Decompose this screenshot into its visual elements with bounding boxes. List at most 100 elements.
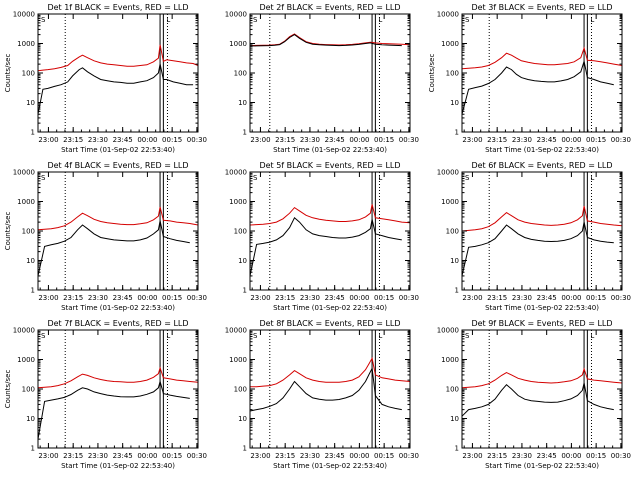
y-tick-label: 10000: [225, 169, 247, 177]
marker-label-s: S: [253, 332, 258, 340]
y-tick-label: 100: [22, 70, 35, 78]
series-line-events: [461, 382, 614, 417]
x-tick-label: 00:30: [187, 136, 207, 144]
x-tick-label: 23:30: [512, 294, 532, 302]
chart-title: Det 8f BLACK = Events, RED = LLD: [259, 319, 400, 328]
plot-frame: [37, 13, 199, 133]
x-tick-label: 00:30: [611, 452, 631, 460]
x-axis-label: Start Time (01-Sep-02 22:53:40): [273, 462, 387, 470]
x-tick-label: 23:00: [38, 294, 58, 302]
x-tick-label: 23:00: [250, 452, 270, 460]
marker-label-s: S: [41, 174, 46, 182]
y-tick-label: 10: [238, 99, 247, 107]
x-tick-label: 23:15: [63, 452, 83, 460]
x-tick-label: 23:15: [487, 452, 507, 460]
x-axis-label: Start Time (01-Sep-02 22:53:40): [61, 462, 175, 470]
series-line-lld: [37, 44, 199, 72]
series-line-lld: [37, 206, 199, 231]
x-tick-label: 23:30: [88, 294, 108, 302]
y-tick-label: 1000: [229, 356, 247, 364]
x-tick-label: 23:30: [512, 136, 532, 144]
plot-frame: [249, 13, 411, 133]
x-axis-label: Start Time (01-Sep-02 22:53:40): [61, 304, 175, 312]
x-tick-label: 00:00: [561, 294, 581, 302]
x-tick-label: 23:45: [113, 136, 133, 144]
series-line-events: [461, 221, 614, 277]
y-tick-label: 1: [243, 445, 247, 453]
x-tick-label: 00:00: [137, 452, 157, 460]
marker-label-l: L: [378, 16, 382, 24]
x-axis-label: Start Time (01-Sep-02 22:53:40): [485, 146, 599, 154]
y-tick-label: 100: [22, 386, 35, 394]
y-tick-label: 1: [455, 445, 459, 453]
series-line-events: [249, 366, 402, 412]
y-tick-label: 100: [446, 70, 459, 78]
x-tick-label: 00:00: [561, 136, 581, 144]
x-tick-label: 00:30: [187, 294, 207, 302]
y-axis-label: Counts/sec: [4, 54, 12, 93]
chart-title: Det 9f BLACK = Events, RED = LLD: [471, 319, 612, 328]
y-tick-label: 1000: [17, 198, 35, 206]
x-tick-label: 00:00: [137, 294, 157, 302]
y-tick-label: 1000: [229, 198, 247, 206]
x-tick-label: 23:30: [300, 136, 320, 144]
x-tick-label: 23:45: [325, 452, 345, 460]
chart-title: Det 6f BLACK = Events, RED = LLD: [471, 161, 612, 170]
x-tick-label: 23:00: [462, 294, 482, 302]
y-tick-label: 100: [446, 228, 459, 236]
x-tick-label: 23:15: [275, 452, 295, 460]
x-axis-label: Start Time (01-Sep-02 22:53:40): [485, 462, 599, 470]
y-tick-label: 1000: [441, 40, 459, 48]
series-line-events: [461, 61, 614, 115]
x-tick-label: 23:15: [487, 294, 507, 302]
marker-label-l: L: [590, 16, 594, 24]
x-tick-label: 00:15: [374, 452, 394, 460]
y-tick-label: 10: [26, 99, 35, 107]
x-tick-label: 23:30: [300, 294, 320, 302]
x-tick-label: 00:30: [399, 294, 419, 302]
x-tick-label: 23:00: [38, 452, 58, 460]
x-tick-label: 23:45: [537, 452, 557, 460]
x-tick-label: 00:15: [586, 294, 606, 302]
plot-frame: [249, 329, 411, 449]
x-tick-label: 23:45: [325, 136, 345, 144]
x-axis-label: Start Time (01-Sep-02 22:53:40): [273, 304, 387, 312]
y-tick-label: 10: [450, 99, 459, 107]
y-axis-label: Counts/sec: [4, 212, 12, 251]
x-tick-label: 00:15: [374, 136, 394, 144]
x-tick-label: 23:45: [537, 294, 557, 302]
x-tick-label: 23:00: [250, 294, 270, 302]
plot-frame: [37, 329, 199, 449]
x-tick-label: 00:30: [399, 452, 419, 460]
x-tick-label: 00:30: [187, 452, 207, 460]
x-tick-label: 23:15: [63, 136, 83, 144]
marker-label-l: L: [166, 332, 170, 340]
x-tick-label: 00:15: [162, 452, 182, 460]
y-tick-label: 100: [234, 386, 247, 394]
x-tick-label: 00:15: [374, 294, 394, 302]
x-tick-label: 00:15: [586, 136, 606, 144]
y-tick-label: 10: [26, 257, 35, 265]
x-tick-label: 23:45: [537, 136, 557, 144]
y-tick-label: 1000: [229, 40, 247, 48]
y-tick-label: 10000: [437, 327, 459, 335]
y-tick-label: 100: [446, 386, 459, 394]
y-tick-label: 1: [455, 129, 459, 137]
x-tick-label: 23:00: [38, 136, 58, 144]
series-line-events: [37, 379, 190, 440]
series-line-events: [249, 34, 402, 47]
x-tick-label: 00:00: [561, 452, 581, 460]
x-tick-label: 23:45: [113, 452, 133, 460]
series-line-lld: [249, 33, 411, 47]
x-tick-label: 23:15: [275, 136, 295, 144]
x-tick-label: 00:00: [349, 452, 369, 460]
series-line-events: [37, 220, 190, 277]
marker-label-s: S: [465, 16, 470, 24]
marker-label-s: S: [41, 332, 46, 340]
series-line-lld: [249, 204, 411, 226]
x-tick-label: 00:00: [137, 136, 157, 144]
chart-title: Det 1f BLACK = Events, RED = LLD: [47, 3, 188, 12]
